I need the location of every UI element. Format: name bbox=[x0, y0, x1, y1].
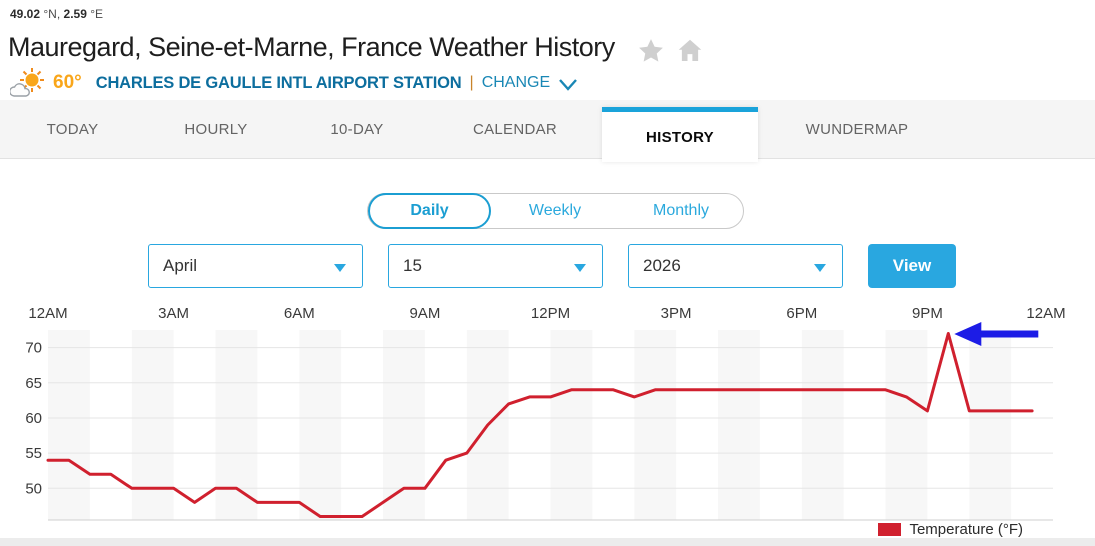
x-tick-label: 12PM bbox=[531, 305, 570, 322]
chart-legend: Temperature (°F) bbox=[878, 521, 1023, 538]
latitude-value: 49.02 bbox=[10, 7, 41, 21]
tab-hourly[interactable]: HOURLY bbox=[184, 121, 248, 138]
station-name: CHARLES DE GAULLE INTL AIRPORT STATION bbox=[95, 73, 462, 92]
longitude-value: 2.59 bbox=[63, 7, 87, 21]
hour-band bbox=[801, 330, 844, 520]
hour-band bbox=[299, 330, 342, 520]
hour-band bbox=[718, 330, 760, 520]
month-select[interactable]: April bbox=[148, 244, 363, 288]
tab-10-day[interactable]: 10-DAY bbox=[330, 121, 384, 138]
x-tick-label: 3AM bbox=[158, 305, 189, 322]
hour-band bbox=[383, 330, 425, 520]
year-select-value: 2026 bbox=[643, 256, 681, 275]
x-tick-label: 12AM bbox=[1026, 305, 1065, 322]
partly-sunny-icon bbox=[10, 68, 44, 97]
x-tick-label: 9PM bbox=[912, 305, 943, 322]
year-select[interactable]: 2026 bbox=[628, 244, 843, 288]
toggle-weekly[interactable]: Weekly bbox=[528, 202, 582, 219]
period-toggle: Daily Weekly Monthly bbox=[367, 193, 744, 229]
temperature-history-chart: 50 55 60 65 70 12AM 3AM 6AM 9AM 12PM 3PM 6PM 9PM 12AM bbox=[0, 300, 1095, 540]
hour-band bbox=[131, 330, 174, 520]
y-tick-label: 60 bbox=[25, 410, 42, 427]
page-title: Mauregard, Seine-et-Marne, France Weathe… bbox=[8, 32, 615, 62]
tab-calendar[interactable]: CALENDAR bbox=[472, 121, 558, 138]
hour-band bbox=[634, 330, 677, 520]
x-tick-label: 3PM bbox=[661, 305, 692, 322]
tab-wundermap[interactable]: WUNDERMAP bbox=[805, 121, 909, 138]
y-tick-label: 65 bbox=[25, 375, 42, 392]
hour-band bbox=[885, 330, 928, 520]
change-station-link[interactable]: CHANGE bbox=[481, 74, 551, 91]
tab-history[interactable]: HISTORY bbox=[602, 107, 758, 162]
chevron-down-icon[interactable] bbox=[558, 78, 578, 91]
latitude-unit: °N, bbox=[43, 7, 61, 21]
y-tick-label: 50 bbox=[25, 480, 42, 497]
month-select-value: April bbox=[163, 256, 198, 275]
caret-down-icon bbox=[814, 264, 826, 272]
coordinates: 49.02 °N, 2.59 °E bbox=[10, 7, 103, 21]
longitude-unit: °E bbox=[90, 7, 104, 21]
caret-down-icon bbox=[334, 264, 346, 272]
legend-label: Temperature (°F) bbox=[909, 521, 1023, 538]
legend-swatch bbox=[878, 523, 902, 536]
hour-band bbox=[969, 330, 1012, 520]
main-tab-bar: TODAY HOURLY 10-DAY CALENDAR HISTORY WUNDERMA… bbox=[0, 100, 1095, 162]
spike-arrow bbox=[954, 322, 1039, 346]
toggle-monthly[interactable]: Monthly bbox=[652, 202, 710, 219]
x-tick-label: 6PM bbox=[786, 305, 817, 322]
station-separator: | bbox=[469, 74, 474, 91]
y-tick-label: 55 bbox=[25, 445, 42, 462]
current-temp: 60° bbox=[53, 72, 82, 93]
caret-down-icon bbox=[574, 264, 586, 272]
day-select-value: 15 bbox=[403, 256, 422, 275]
hour-band bbox=[215, 330, 258, 520]
hour-band bbox=[48, 330, 90, 520]
y-tick-label: 70 bbox=[25, 340, 42, 357]
toggle-daily[interactable]: Daily bbox=[368, 193, 491, 229]
home-icon[interactable] bbox=[675, 36, 705, 66]
view-button[interactable]: View bbox=[868, 244, 956, 288]
x-tick-label: 12AM bbox=[28, 305, 67, 322]
x-tick-label: 9AM bbox=[409, 305, 440, 322]
favorite-star-icon[interactable] bbox=[636, 36, 666, 66]
x-tick-label: 6AM bbox=[284, 305, 315, 322]
footer-strip bbox=[0, 538, 1095, 546]
temperature-line bbox=[46, 332, 1034, 518]
day-select[interactable]: 15 bbox=[388, 244, 603, 288]
tab-today[interactable]: TODAY bbox=[46, 121, 99, 138]
hour-band bbox=[550, 330, 593, 520]
